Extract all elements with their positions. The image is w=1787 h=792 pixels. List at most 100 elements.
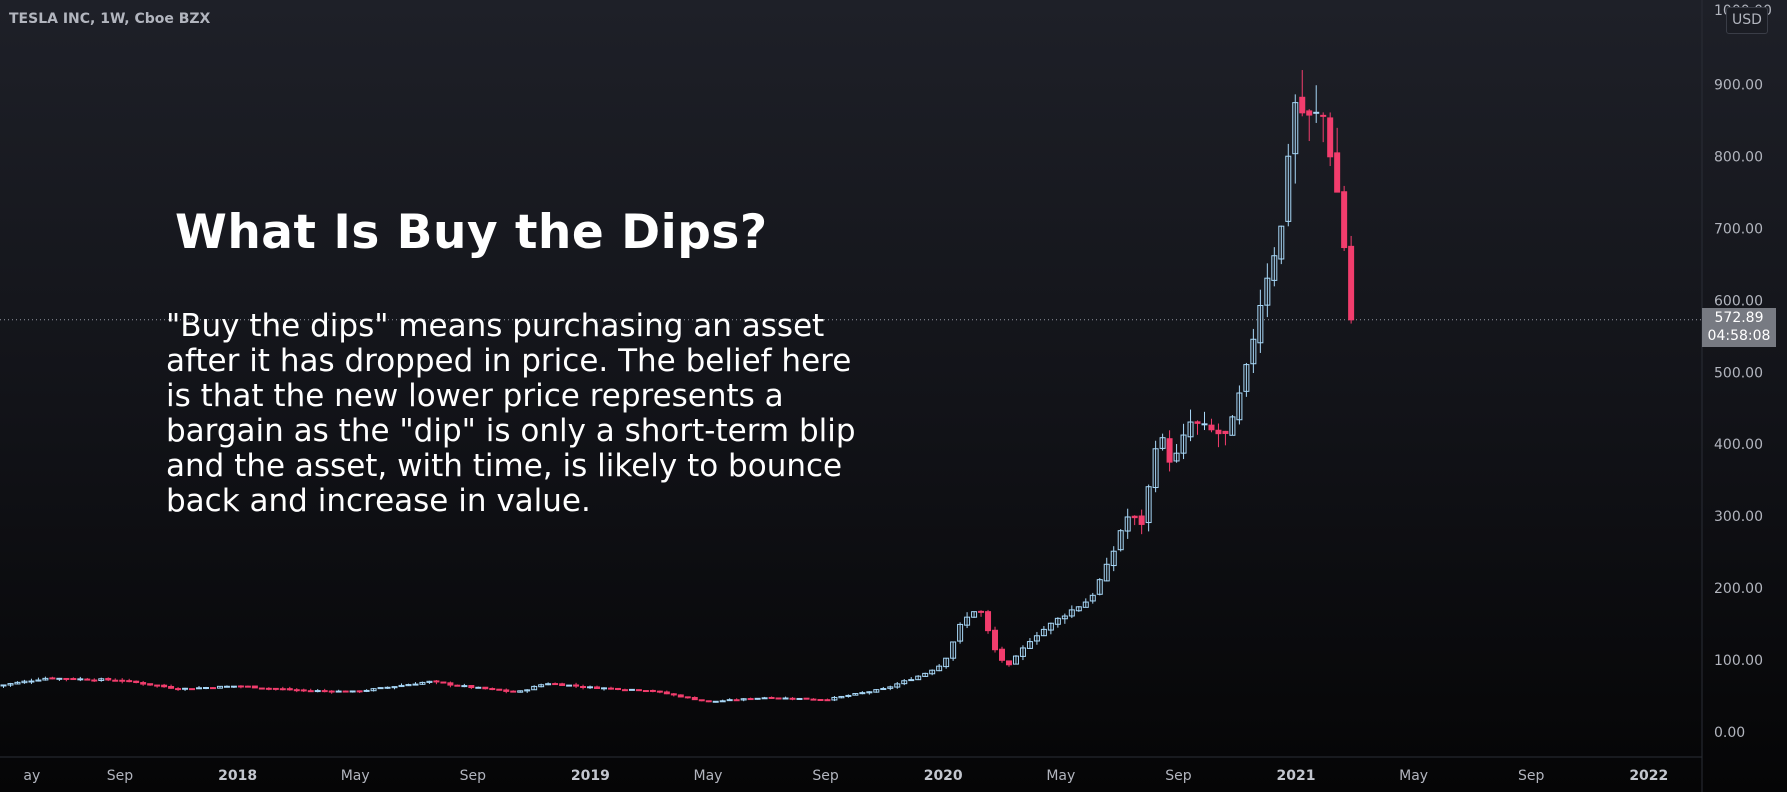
candle [656, 690, 663, 694]
candle [1271, 247, 1278, 287]
candle [1082, 598, 1089, 608]
candle-body [475, 686, 482, 689]
candle-body [1082, 601, 1089, 608]
candle-body [63, 677, 70, 680]
candle [384, 686, 391, 689]
candle-body [635, 689, 642, 692]
price-tick-label: 700.00 [1714, 221, 1763, 237]
candle-body [999, 648, 1005, 661]
candle [761, 696, 768, 700]
candle-body [761, 697, 768, 700]
candle [314, 689, 321, 693]
candle-body [677, 694, 684, 698]
price-tick-label: 400.00 [1714, 437, 1763, 453]
candle [1299, 70, 1306, 117]
candle-body [112, 679, 119, 682]
candle [908, 677, 915, 682]
candle-body [915, 675, 922, 681]
candle-body [1075, 606, 1082, 612]
candle-body [1117, 530, 1124, 551]
candle [440, 681, 447, 684]
candle-body [503, 689, 510, 692]
candle [321, 688, 328, 693]
candle-body [978, 610, 985, 613]
candle [964, 612, 971, 629]
candle-body [433, 680, 440, 683]
candle-body [1159, 437, 1166, 449]
candle-body [1180, 434, 1187, 454]
candle-body [838, 695, 845, 699]
time-tick-label: Sep [1165, 768, 1192, 784]
candle [1285, 143, 1292, 227]
candle-body [1033, 635, 1040, 642]
candle [7, 682, 14, 687]
candle [922, 672, 929, 677]
candle [14, 681, 21, 685]
candle [663, 690, 670, 695]
candle-body [489, 688, 496, 691]
candle [1040, 626, 1047, 637]
candle-body [265, 687, 272, 690]
candle [887, 685, 894, 691]
candle [209, 687, 216, 690]
candle-body [1145, 486, 1152, 524]
candle [468, 685, 475, 690]
candle-body [440, 681, 447, 684]
candle [433, 680, 440, 685]
candle [419, 681, 426, 685]
candle-body [1152, 448, 1159, 489]
candle [328, 690, 335, 694]
currency-selector-button[interactable]: USD [1726, 7, 1768, 34]
candle [901, 679, 908, 686]
time-tick-label: 2018 [218, 768, 257, 784]
candle-body [663, 691, 670, 695]
time-tick-label: ay [23, 768, 40, 784]
candle [405, 683, 412, 687]
candle [35, 677, 42, 682]
candle-body [1005, 660, 1012, 666]
candle-body [594, 686, 601, 689]
time-tick-label: May [341, 768, 370, 784]
candle [489, 687, 496, 691]
overlay-headline: What Is Buy the Dips? [175, 205, 768, 260]
candle-body [293, 689, 300, 692]
candle [1047, 622, 1054, 635]
candle-body [314, 690, 321, 693]
candle [112, 678, 119, 682]
candle [1257, 289, 1264, 353]
candle-body [538, 684, 545, 688]
candle [775, 697, 782, 700]
candle-body [196, 687, 203, 690]
candle [454, 684, 461, 687]
candle [635, 689, 642, 692]
candle [496, 688, 503, 691]
candle [852, 693, 859, 696]
candle-body [566, 684, 573, 687]
candle-body [342, 690, 349, 693]
candle [119, 678, 126, 684]
candle-body [559, 683, 566, 686]
candle [1348, 235, 1355, 324]
overlay-body-text: "Buy the dips" means purchasing an asset… [166, 309, 926, 519]
candle-body [49, 677, 56, 680]
candle-body [1285, 155, 1292, 222]
candle [600, 687, 607, 691]
candle-body [880, 688, 887, 691]
candle [230, 685, 237, 689]
time-tick-label: 2020 [924, 768, 963, 784]
candle-body [929, 669, 936, 675]
candle-body [1131, 515, 1138, 519]
candle [587, 685, 594, 689]
candle-body [691, 697, 698, 701]
price-tick-label: 500.00 [1714, 365, 1763, 381]
candle [475, 686, 482, 689]
candle-body [796, 697, 803, 700]
candle-body [1173, 452, 1180, 462]
candle [1026, 638, 1033, 650]
candle-body [510, 690, 517, 693]
candle [63, 677, 70, 682]
candle-body [391, 686, 398, 689]
candle [566, 684, 573, 687]
candle [251, 685, 258, 689]
